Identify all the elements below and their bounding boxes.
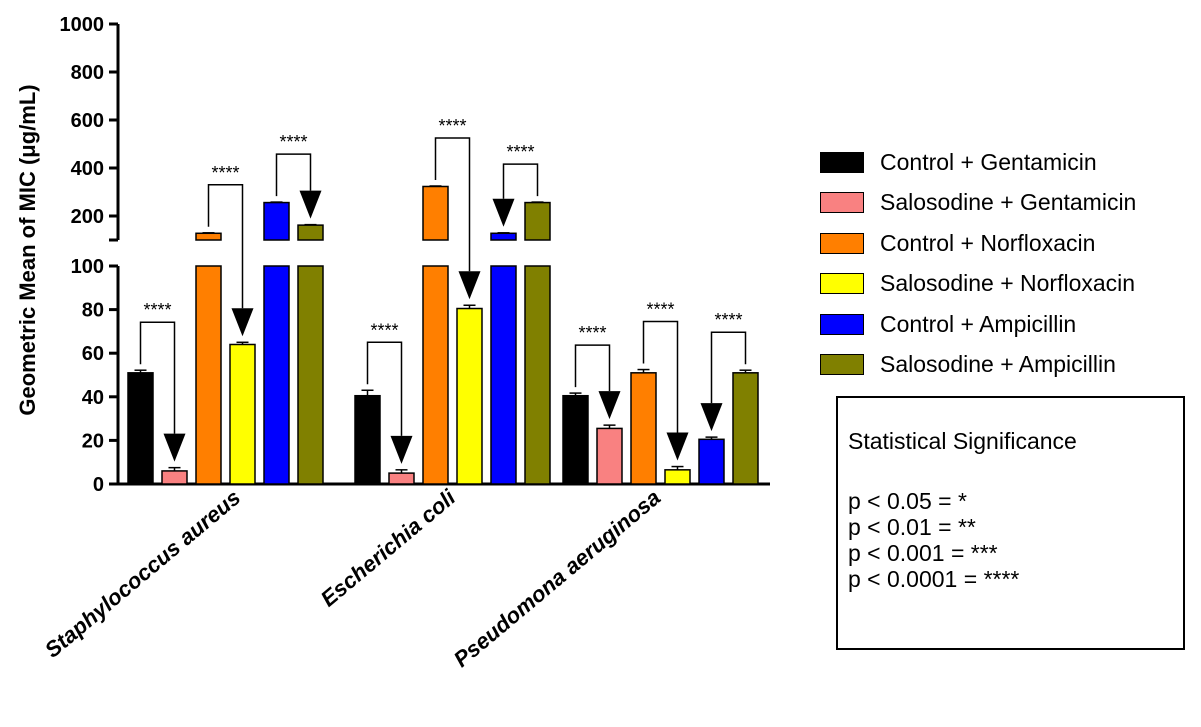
bar: [422, 185, 449, 241]
y-axis-label: Geometric Mean of MIC (μg/mL): [15, 84, 40, 415]
legend-item: Salosodine + Norfloxacin: [820, 264, 1136, 305]
legend-label: Salosodine + Norfloxacin: [880, 270, 1136, 297]
significance-label: ****: [370, 320, 398, 340]
bracket-line: [207, 184, 244, 309]
bar: [388, 472, 415, 485]
stat-line: p < 0.01 = **: [848, 514, 976, 540]
legend-swatch: [820, 192, 864, 214]
bracket-line: [642, 320, 679, 433]
bar: [297, 265, 324, 485]
bracket-line: [574, 344, 611, 392]
bar: [562, 394, 589, 485]
y-tick-label: 800: [71, 62, 104, 84]
y-tick-label: 40: [82, 387, 104, 409]
legend-swatch: [820, 232, 864, 254]
legend-item: Salosodine + Gentamicin: [820, 183, 1136, 224]
y-tick-label: 80: [82, 300, 104, 322]
bracket-line: [366, 341, 403, 436]
legend-label: Salosodine + Gentamicin: [880, 189, 1137, 216]
y-tick-label: 100: [71, 256, 104, 278]
arrow-head: [299, 190, 322, 219]
significance-label: ****: [279, 132, 307, 152]
legend-label: Control + Ampicillin: [880, 310, 1077, 337]
y-tick-label: 400: [71, 158, 104, 180]
y-tick-label: 600: [71, 110, 104, 132]
bar: [630, 372, 657, 485]
bar: [596, 427, 623, 485]
y-tick-label: 60: [82, 343, 104, 365]
bar: [490, 265, 517, 485]
significance-brackets: **** **** **** **** **** **** **** **** ****: [139, 116, 747, 464]
legend-item: Control + Norfloxacin: [820, 223, 1136, 264]
bar: [664, 469, 691, 485]
stat-box-title: Statistical Significance: [848, 428, 1077, 454]
bar: [263, 265, 290, 485]
bar: [195, 232, 222, 241]
bracket-line: [434, 137, 471, 272]
legend-item: Control + Ampicillin: [820, 304, 1136, 345]
legend-label: Control + Norfloxacin: [880, 229, 1096, 256]
bar: [127, 372, 154, 485]
legend-label: Control + Gentamicin: [880, 148, 1097, 175]
bars: [127, 185, 759, 485]
bracket-line: [710, 331, 747, 404]
significance-label: ****: [646, 300, 674, 320]
arrow-head: [492, 198, 515, 227]
stat-line: p < 0.0001 = ****: [848, 566, 1020, 592]
legend-swatch: [820, 273, 864, 295]
legend-swatch: [820, 151, 864, 173]
bar: [524, 201, 551, 241]
bar: [422, 265, 449, 485]
significance-label: ****: [506, 142, 534, 162]
bar: [263, 201, 290, 241]
significance-label: ****: [143, 300, 171, 320]
bracket-line: [502, 163, 539, 199]
arrow-head: [598, 391, 621, 420]
stat-line: p < 0.001 = ***: [848, 540, 998, 566]
y-tick-label: 200: [71, 206, 104, 228]
x-category-label: Escherichia coli: [316, 484, 461, 611]
bar: [354, 394, 381, 485]
arrow-head: [700, 403, 723, 432]
bar: [297, 224, 324, 241]
y-tick-label: 0: [93, 474, 104, 496]
legend-swatch: [820, 313, 864, 335]
legend-item: Salosodine + Ampicillin: [820, 345, 1136, 386]
bar: [229, 343, 256, 485]
y-tick-label: 1000: [60, 14, 105, 36]
significance-label: ****: [578, 323, 606, 343]
legend-item: Control + Gentamicin: [820, 142, 1136, 183]
stat-line: p < 0.05 = *: [848, 488, 967, 514]
arrow-head: [458, 271, 481, 300]
bar: [456, 307, 483, 485]
axes: 0 20 40 60 80 100 200 400 600 800 1000 Staphylococc…: [40, 14, 770, 672]
bar: [490, 232, 517, 241]
y-tick-label: 20: [82, 430, 104, 452]
legend-swatch: [820, 354, 864, 376]
legend-label: Salosodine + Ampicillin: [880, 351, 1116, 378]
statistical-significance-box: Statistical Significance p < 0.05 = * p …: [836, 396, 1185, 650]
significance-label: ****: [438, 116, 466, 136]
significance-label: ****: [714, 310, 742, 330]
arrow-head: [231, 308, 254, 337]
bar: [195, 265, 222, 485]
significance-label: ****: [211, 163, 239, 183]
bracket-line: [275, 153, 312, 197]
arrow-head: [666, 432, 689, 461]
x-category-label: Pseudomona aeruginosa: [449, 485, 665, 672]
bracket-line: [139, 321, 176, 434]
legend: Control + Gentamicin Salosodine + Gentami…: [820, 142, 1136, 385]
x-category-label: Staphylococcus aureus: [40, 485, 245, 663]
bar: [524, 265, 551, 485]
bar: [732, 372, 759, 485]
bar: [698, 438, 725, 485]
bar: [161, 470, 188, 485]
arrow-head: [390, 435, 413, 464]
arrow-head: [163, 433, 186, 462]
